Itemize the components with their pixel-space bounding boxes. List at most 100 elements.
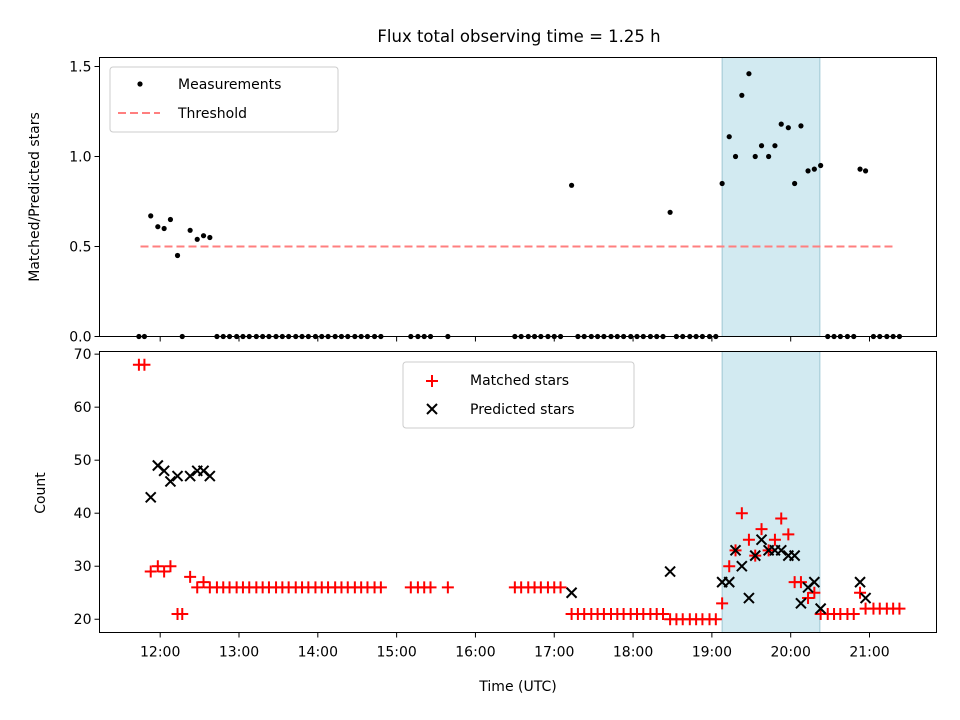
- matched-star-marker: [197, 576, 210, 589]
- y-tick-label: 40: [74, 506, 92, 522]
- y-tick-label: 1.5: [69, 60, 91, 76]
- measurement-point: [194, 236, 200, 242]
- top-legend: Measurements Threshold: [109, 66, 339, 133]
- measurement-point: [811, 166, 817, 172]
- matched-star-marker: [657, 607, 670, 620]
- predicted-star-marker: [171, 470, 184, 482]
- measurement-point: [798, 123, 804, 129]
- y-tick-label: 0.5: [69, 240, 91, 256]
- matched-star-marker: [735, 507, 748, 520]
- matched-star-marker: [782, 528, 795, 541]
- matched-star-marker: [742, 533, 755, 546]
- predicted-star-marker: [795, 597, 807, 610]
- measurement-point: [758, 143, 765, 149]
- measurement-point: [187, 227, 193, 233]
- y-tick-label: 60: [74, 400, 92, 416]
- matched-star-marker: [144, 565, 157, 578]
- matched-star-marker: [768, 533, 781, 546]
- measurement-point: [752, 153, 758, 160]
- legend-threshold-label: Threshold: [177, 106, 247, 122]
- predicted-star-marker: [565, 587, 578, 599]
- predicted-star-marker: [808, 576, 821, 588]
- predicted-star-marker: [814, 602, 827, 615]
- measurement-point: [155, 224, 161, 230]
- measurement-point: [732, 153, 739, 160]
- predicted-star-marker: [204, 470, 216, 482]
- predicted-star-marker: [854, 576, 866, 588]
- y-tick-label: 70: [74, 347, 92, 363]
- predicted-star-marker: [859, 592, 872, 604]
- x-tick-label: 20:00: [771, 645, 811, 661]
- predicted-star-marker: [749, 549, 761, 562]
- matched-star-marker: [441, 581, 454, 594]
- measurement-point: [785, 125, 791, 131]
- bottom-ylabel: Count: [33, 472, 49, 514]
- x-tick-label: 21:00: [849, 645, 889, 661]
- bottom-panel-frame: [99, 351, 937, 633]
- measurement-point: [568, 182, 575, 188]
- measurement-point: [805, 168, 811, 174]
- matched-star-marker: [893, 602, 906, 615]
- matched-star-marker: [709, 613, 722, 626]
- predicted-star-marker: [775, 544, 787, 557]
- measurement-point: [778, 121, 784, 127]
- bottom-panel: 20 30 40 50 60 70 12:00 13:00 14:00 15:00 16:00 17…: [33, 347, 937, 695]
- measurement-point: [746, 71, 752, 77]
- predicted-star-marker: [736, 560, 748, 572]
- matched-star-marker: [716, 597, 729, 610]
- measurement-point: [792, 180, 798, 187]
- measurement-point: [174, 252, 181, 259]
- x-tick-label: 17:00: [534, 645, 574, 661]
- measurement-point: [207, 234, 213, 241]
- top-ylabel: Matched/Predicted stars: [27, 112, 43, 282]
- predicted-star-marker: [743, 592, 755, 604]
- bottom-legend-box: [402, 361, 635, 429]
- y-tick-label: 30: [74, 559, 92, 575]
- predicted-star-marker: [664, 565, 676, 578]
- x-tick-label: 16:00: [455, 645, 495, 661]
- top-panel: 0.0 0.5 1.0 1.5 Matched/Predicted stars Mea…: [27, 57, 937, 346]
- bottom-legend: Matched stars Predicted stars: [402, 361, 635, 429]
- matched-star-marker: [158, 565, 171, 578]
- measurement-point: [719, 180, 725, 187]
- matched-star-marker: [755, 523, 768, 536]
- x-tick-label: 19:00: [692, 645, 732, 661]
- predicted-star-marker: [145, 491, 157, 504]
- highlight-band: [721, 57, 821, 337]
- matched-star-marker: [808, 586, 821, 599]
- y-tick-label: 0.0: [69, 330, 91, 346]
- matched-star-marker: [554, 581, 567, 594]
- x-tick-label: 13:00: [219, 645, 259, 661]
- measurement-point: [161, 225, 167, 232]
- chart-title: Flux total observing time = 1.25 h: [377, 27, 660, 46]
- predicted-star-marker: [723, 576, 735, 588]
- matched-star-marker: [802, 592, 815, 605]
- x-tick-label: 14:00: [298, 645, 338, 661]
- measurement-point: [667, 209, 673, 215]
- x-tick-label: 18:00: [613, 645, 653, 661]
- x-axis-label: Time (UTC): [478, 679, 556, 695]
- predicted-star-marker: [729, 544, 742, 557]
- matched-star-marker: [775, 512, 788, 525]
- matched-star-marker: [191, 581, 204, 594]
- predicted-star-marker: [164, 475, 177, 488]
- top-panel-frame: [99, 57, 937, 337]
- predicted-star-marker: [158, 465, 170, 477]
- legend-predicted-label: Predicted stars: [470, 402, 575, 418]
- matched-star-marker: [138, 358, 151, 371]
- legend-measurements-marker: [137, 81, 143, 87]
- predicted-star-marker: [788, 549, 801, 562]
- matched-star-marker: [847, 607, 860, 620]
- y-tick-label: 1.0: [69, 150, 91, 166]
- matched-star-marker: [854, 586, 867, 599]
- top-legend-box: [109, 66, 339, 133]
- legend-measurements-label: Measurements: [178, 77, 281, 93]
- measurement-point: [772, 143, 778, 149]
- measurement-point: [726, 134, 732, 140]
- matched-star-marker: [184, 570, 197, 583]
- predicted-star-marker: [184, 470, 196, 482]
- measurement-point: [167, 216, 174, 223]
- measurement-point: [739, 92, 745, 98]
- legend-matched-label: Matched stars: [470, 373, 569, 389]
